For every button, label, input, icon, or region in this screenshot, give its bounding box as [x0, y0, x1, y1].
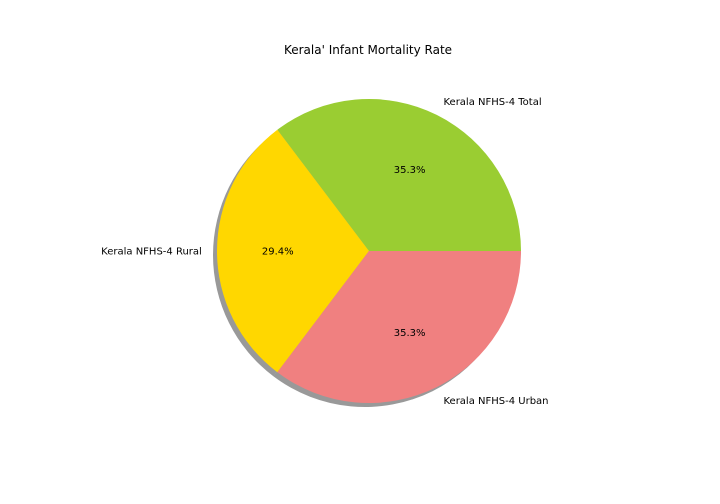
slice-percent-0: 35.3% [394, 165, 426, 176]
slice-label-1: Kerala NFHS-4 Rural [101, 247, 202, 258]
pie-slice-0 [277, 98, 521, 251]
slice-label-2: Kerala NFHS-4 Urban [443, 396, 548, 407]
chart-title: Kerala' Infant Mortality Rate [284, 43, 452, 57]
slice-label-0: Kerala NFHS-4 Total [443, 97, 541, 108]
slice-percent-1: 29.4% [262, 247, 294, 258]
pie-labels: Kerala NFHS-4 Total 35.3% Kerala NFHS-4 Ru… [101, 97, 548, 407]
slice-percent-2: 35.3% [394, 328, 426, 339]
pie-slices [217, 98, 521, 403]
pie-slice-2 [277, 251, 521, 403]
pie-slice-1 [217, 129, 369, 373]
